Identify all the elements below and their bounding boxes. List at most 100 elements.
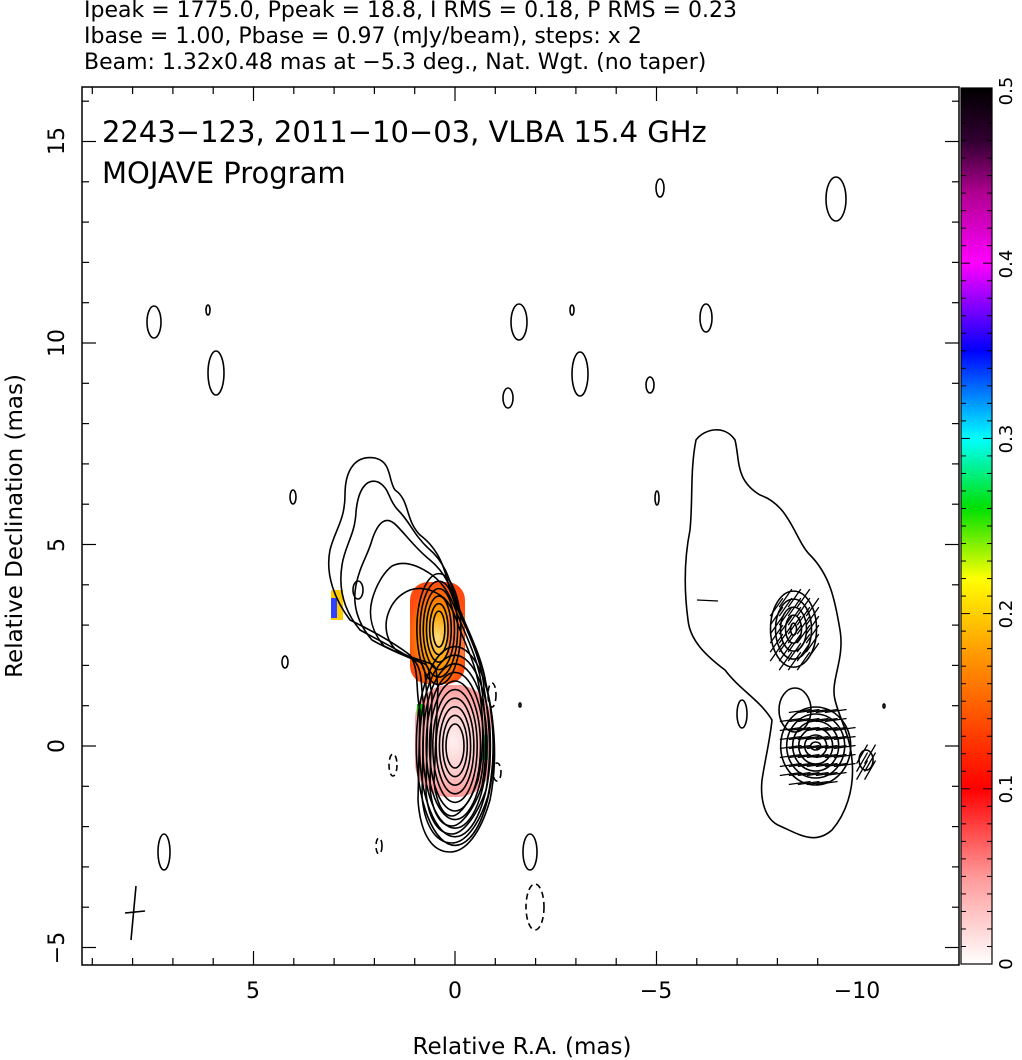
chart-subtitle: MOJAVE Program	[102, 156, 346, 190]
core-contour	[441, 714, 469, 778]
polarized-contour	[778, 687, 812, 733]
noise-contour	[645, 376, 655, 394]
evpa-vector	[778, 651, 793, 671]
evpa-vector	[788, 753, 811, 759]
x-tick-label: −5	[640, 979, 672, 1004]
evpa-vector	[815, 744, 838, 750]
evpa-vector	[805, 597, 820, 617]
noise-contour	[146, 305, 162, 339]
noise-contour	[289, 489, 297, 505]
noise-contour	[205, 304, 211, 316]
evpa-vector	[815, 708, 838, 714]
evpa-vector	[787, 633, 802, 653]
evpa-vector	[779, 735, 802, 741]
evpa-vector	[806, 735, 829, 741]
evpa-vector	[787, 642, 802, 662]
y-tick-label: 0	[45, 739, 70, 753]
evpa-vector	[805, 606, 820, 626]
evpa-vector	[805, 624, 820, 644]
header-line-base: Ibase = 1.00, Pbase = 0.97 (mJy/beam), s…	[84, 24, 642, 49]
evpa-vector	[779, 744, 802, 750]
evpa-vector	[797, 735, 820, 741]
evpa-vector	[788, 726, 811, 732]
evpa-vector	[824, 717, 847, 723]
evpa-vector	[778, 606, 793, 626]
evpa-vector	[787, 651, 802, 671]
polarized-contour	[784, 614, 803, 644]
negative-noise-contour	[492, 762, 502, 782]
evpa-vector	[806, 726, 829, 732]
noise-contour	[518, 702, 522, 708]
noise-contour	[510, 303, 528, 341]
noise-contour	[655, 178, 665, 198]
colorbar-tick-label: 0.1	[996, 775, 1017, 804]
jet-envelope-contour	[385, 587, 484, 817]
evpa-vector	[778, 615, 793, 635]
y-tick-label: 5	[45, 538, 70, 552]
evpa-vector	[788, 717, 811, 723]
evpa-vector	[797, 744, 820, 750]
evpa-vector	[805, 633, 820, 653]
evpa-vector	[815, 753, 838, 759]
evpa-vector	[779, 762, 802, 768]
evpa-vector	[797, 726, 820, 732]
evpa-vector	[806, 717, 829, 723]
evpa-vector	[769, 606, 784, 626]
colorbar-tick-label: 0.4	[996, 250, 1017, 279]
evpa-vector	[833, 744, 856, 750]
y-axis-label: Relative Declination (mas)	[2, 374, 28, 678]
chart-title: 2243−123, 2011−10−03, VLBA 15.4 GHz	[102, 115, 707, 149]
noise-contour	[157, 833, 171, 871]
negative-noise-contour	[525, 883, 545, 931]
evpa-vector	[806, 762, 829, 768]
polarized-envelope-contour	[684, 429, 854, 839]
evpa-vector	[797, 708, 820, 714]
y-tick-label: −5	[45, 932, 70, 964]
noise-contour	[522, 833, 538, 871]
evpa-vector	[805, 642, 820, 662]
y-tick-label: 10	[45, 329, 70, 357]
evpa-vector	[797, 753, 820, 759]
knot-contour	[422, 587, 456, 671]
jet-envelope-contour	[327, 456, 496, 853]
header-line-peak: Ipeak = 1775.0, Ppeak = 18.8, I RMS = 0.…	[84, 0, 737, 23]
colorbar-tick-label: 0.5	[996, 77, 1017, 106]
evpa-vector	[797, 762, 820, 768]
evpa-vector	[833, 762, 856, 768]
negative-noise-contour	[388, 753, 398, 777]
evpa-vector	[796, 633, 811, 653]
evpa-vector	[778, 642, 793, 662]
evpa-vector	[833, 753, 856, 759]
knot-contour	[425, 595, 453, 663]
evpa-vector	[788, 762, 811, 768]
evpa-vector	[824, 735, 847, 741]
evpa-vector	[796, 588, 811, 608]
evpa-vector	[824, 708, 847, 714]
x-tick-label: 0	[448, 979, 462, 1004]
evpa-vector	[769, 615, 784, 635]
evpa-vector	[855, 760, 869, 780]
evpa-vector	[824, 726, 847, 732]
evpa-vector	[787, 606, 802, 626]
noise-contour	[281, 655, 289, 669]
evpa-vector	[779, 771, 802, 777]
knot-contour	[432, 610, 446, 648]
evpa-vector	[796, 624, 811, 644]
evpa-vector	[855, 744, 869, 764]
evpa-vector	[797, 717, 820, 723]
evpa-vector	[815, 762, 838, 768]
evpa-vector	[806, 744, 829, 750]
evpa-vector	[815, 717, 838, 723]
evpa-vector	[815, 771, 838, 777]
evpa-vector	[788, 780, 811, 786]
evpa-vector	[815, 735, 838, 741]
evpa-vector	[779, 753, 802, 759]
evpa-vector	[806, 708, 829, 714]
evpa-vector	[788, 771, 811, 777]
colorbar-tick-label: 0.2	[996, 600, 1017, 629]
colorbar-ticks	[961, 87, 992, 965]
evpa-vector	[797, 771, 820, 777]
evpa-vector	[805, 615, 820, 635]
y-tick-label: 15	[45, 127, 70, 155]
